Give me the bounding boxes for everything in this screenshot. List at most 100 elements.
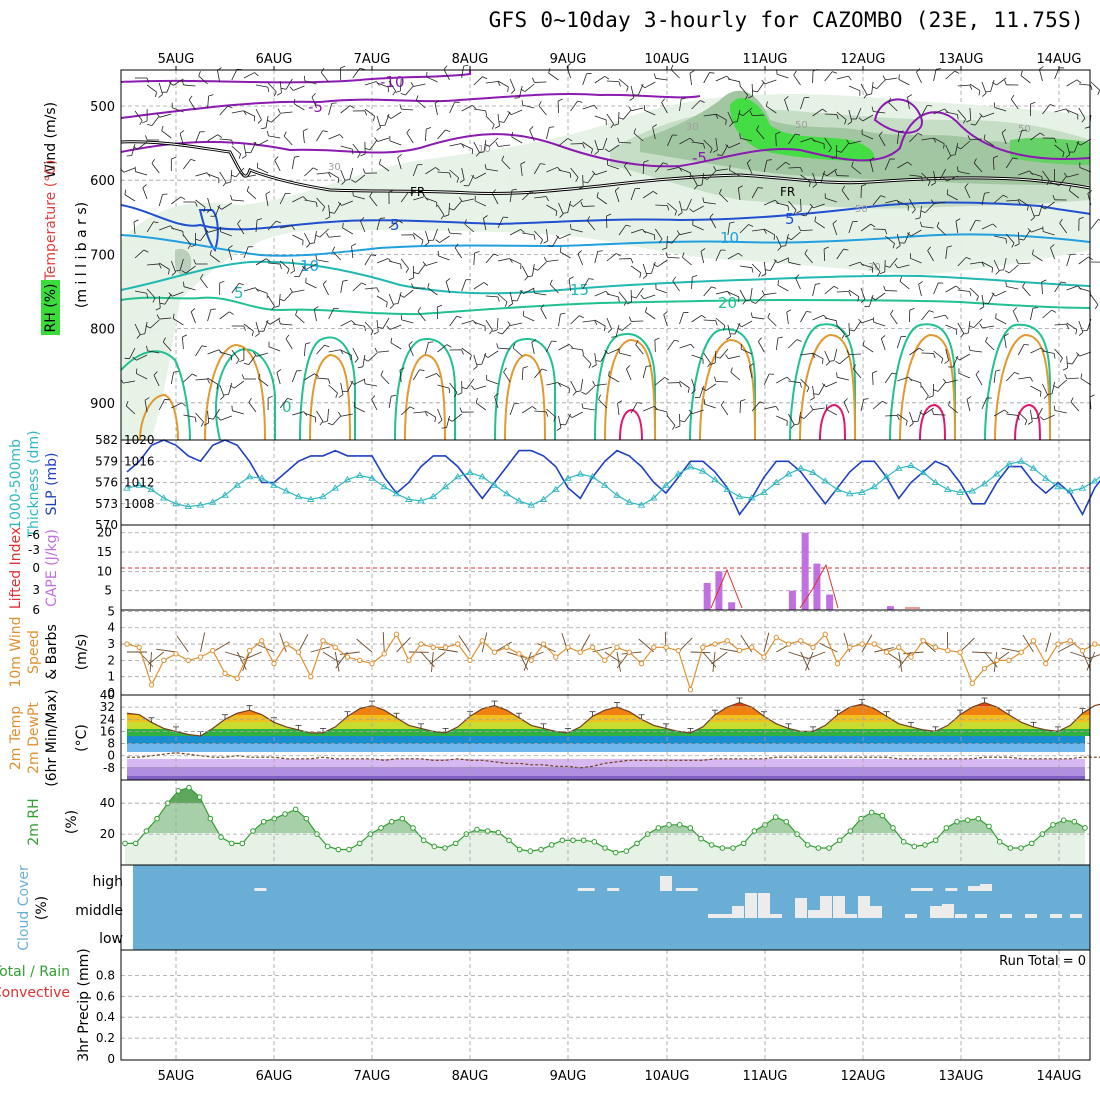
upper-wind-barb	[1006, 413, 1019, 416]
upper-wind-barb	[280, 111, 293, 114]
high-cloud-bar	[685, 888, 698, 891]
upper-wind-barb	[492, 193, 499, 205]
upper-wind-barb-flag	[617, 327, 622, 331]
upper-wind-barb	[549, 284, 559, 294]
upper-wind-barb-flag	[448, 388, 451, 394]
upper-wind-barb	[146, 84, 157, 93]
upper-wind-barb	[397, 291, 402, 304]
upper-wind-barb	[643, 230, 655, 236]
upper-wind-barb	[207, 309, 212, 322]
upper-wind-barb-flag	[426, 127, 432, 130]
upper-wind-barb-flag	[761, 79, 766, 85]
thickness-marker	[159, 494, 168, 501]
upper-wind-barb	[703, 319, 716, 322]
upper-wind-barb-flag	[955, 356, 960, 361]
wind10-barb	[224, 651, 245, 658]
upper-wind-barb	[691, 378, 696, 391]
upper-wind-barb-flag	[255, 333, 260, 337]
cape-bar	[826, 594, 834, 610]
upper-wind-barb	[775, 338, 779, 351]
upper-wind-barb-flag	[532, 77, 535, 83]
upper-wind-barb	[800, 174, 811, 183]
upper-wind-barb	[481, 352, 487, 365]
upper-wind-barb	[655, 288, 668, 294]
upper-wind-barb	[981, 261, 993, 268]
upper-wind-barb-flag	[822, 358, 824, 364]
thickness-marker	[931, 478, 940, 485]
upper-wind-barb-flag	[795, 133, 801, 136]
upper-wind-barb-flag	[1030, 216, 1035, 221]
upper-wind-barb	[567, 200, 571, 213]
upper-wind-barb-flag	[443, 65, 448, 70]
wind10-barb	[579, 634, 591, 653]
upper-wind-barb	[969, 287, 979, 297]
upper-wind-barb	[147, 263, 160, 266]
upper-wind-barb	[382, 317, 390, 329]
upper-wind-barb-flag	[825, 404, 828, 410]
upper-wind-barb	[860, 83, 868, 95]
upper-wind-barb	[985, 341, 995, 351]
wind10-marker	[283, 641, 289, 647]
wind10-barb	[396, 637, 411, 653]
upper-wind-barb	[720, 404, 729, 416]
upper-wind-barb-flag	[884, 229, 888, 235]
upper-wind-barb	[425, 167, 436, 175]
upper-wind-barb-flag	[617, 137, 620, 143]
wind10-marker	[124, 641, 130, 647]
upper-wind-barb-flag	[315, 202, 318, 208]
upper-wind-barb-flag	[947, 155, 952, 160]
upper-wind-barb-flag	[713, 376, 717, 382]
upper-wind-barb	[897, 413, 908, 422]
upper-wind-barb	[602, 137, 608, 150]
upper-wind-barb	[390, 342, 402, 350]
upper-wind-barb-flag	[732, 121, 738, 123]
upper-wind-barb	[936, 226, 946, 236]
upper-wind-barb	[764, 405, 776, 410]
upper-wind-barb-flag	[1004, 270, 1010, 274]
upper-wind-barb	[606, 293, 619, 298]
upper-wind-barb-flag	[725, 119, 727, 125]
upper-wind-barb-flag	[328, 172, 332, 178]
upper-wind-barb-flag	[761, 290, 765, 295]
isotherm-5-loop	[198, 209, 219, 252]
upper-wind-barb	[537, 261, 547, 271]
upper-wind-barb	[521, 265, 529, 277]
label-rh50-b: 50	[855, 204, 868, 215]
upper-wind-barb	[617, 403, 620, 416]
upper-wind-barb	[461, 198, 474, 202]
upper-wind-barb-flag	[954, 70, 960, 74]
upper-wind-barb-flag	[581, 403, 584, 409]
thickness-marker	[796, 464, 805, 471]
wind10-barb	[382, 632, 385, 653]
rh2m-marker	[847, 828, 854, 834]
upper-wind-barb	[134, 249, 145, 259]
upper-wind-barb	[812, 385, 815, 398]
upper-wind-barb	[220, 231, 232, 237]
upper-wind-barb-flag	[359, 67, 365, 70]
upper-wind-barb-flag	[133, 219, 139, 223]
upper-wind-barb-flag	[543, 256, 547, 262]
upper-wind-barb-flag	[172, 313, 175, 319]
upper-wind-barb	[170, 260, 176, 273]
upper-wind-barb-flag	[809, 203, 814, 209]
upper-wind-barb-flag	[1027, 421, 1033, 425]
upper-wind-barb-flag	[588, 363, 592, 369]
cape-bar	[728, 602, 736, 610]
thickness-marker	[625, 498, 634, 505]
upper-wind-barb	[208, 228, 220, 233]
upper-wind-barb-flag	[276, 92, 282, 96]
upper-wind-barb	[983, 139, 995, 147]
upper-wind-barb-flag	[265, 258, 271, 262]
upper-wind-barb-flag	[592, 170, 596, 175]
upper-wind-barb-flag	[198, 71, 201, 77]
upper-wind-barb	[158, 399, 166, 411]
wind10-barb	[800, 651, 810, 671]
upper-wind-barb	[437, 171, 450, 174]
upper-wind-barb	[234, 380, 245, 389]
upper-wind-barb	[825, 381, 837, 388]
upper-wind-barb-flag	[188, 95, 193, 101]
rh2m-marker	[527, 848, 534, 854]
upper-wind-barb	[328, 349, 341, 353]
wind10-marker	[332, 644, 338, 651]
upper-wind-barb	[933, 314, 946, 319]
